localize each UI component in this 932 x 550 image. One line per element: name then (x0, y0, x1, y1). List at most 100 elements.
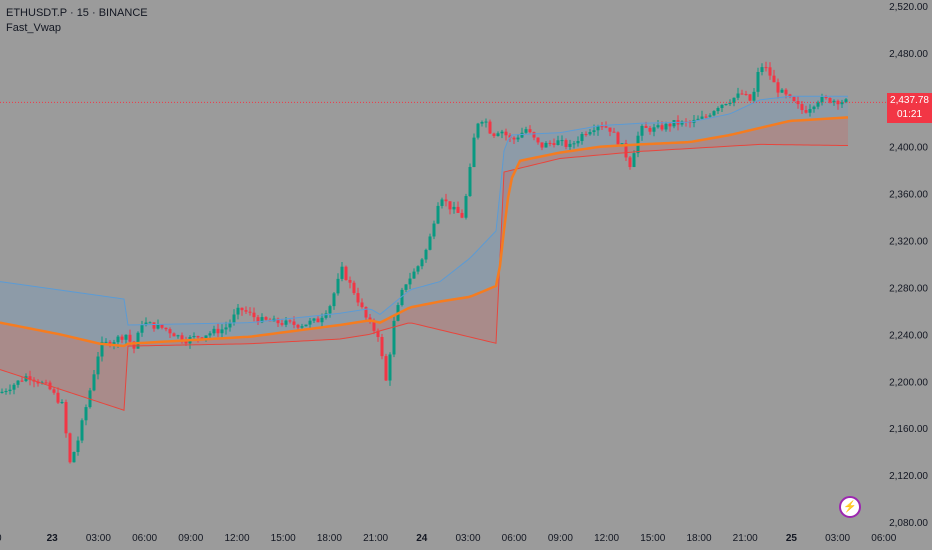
candle (384, 353, 388, 382)
candle (148, 321, 152, 324)
indicator-label[interactable]: Fast_Vwap (6, 22, 62, 34)
candle (576, 136, 580, 147)
candle (140, 320, 144, 337)
y-tick-label: 2,520.00 (889, 2, 928, 13)
candle (8, 384, 12, 395)
candle (20, 376, 24, 382)
candle (740, 89, 744, 95)
candle (640, 124, 644, 141)
candle (356, 287, 360, 307)
candle (840, 99, 844, 109)
candles (0, 61, 848, 464)
x-tick-label: 06:00 (502, 533, 527, 544)
candle (328, 304, 332, 318)
candle (444, 193, 448, 207)
candle (708, 113, 712, 119)
candle (648, 126, 652, 135)
candle (60, 399, 64, 405)
candle (96, 352, 100, 380)
x-tick-label: 09:00 (178, 533, 203, 544)
candle (436, 202, 440, 225)
y-tick-label: 2,080.00 (889, 518, 928, 529)
candle (772, 69, 776, 83)
candle (572, 141, 576, 149)
candle (800, 100, 804, 115)
y-tick-label: 2,400.00 (889, 143, 928, 154)
candle (84, 404, 88, 426)
candle (80, 418, 84, 444)
candle (264, 316, 268, 321)
candle (244, 306, 248, 314)
candle (820, 93, 824, 106)
y-tick-label: 2,240.00 (889, 330, 928, 341)
candle (400, 287, 404, 307)
candle (212, 325, 216, 336)
candle (736, 87, 740, 101)
candle (420, 258, 424, 270)
y-tick-label: 2,200.00 (889, 377, 928, 388)
candle (712, 110, 716, 117)
candle (524, 126, 528, 135)
upper-band-fill (0, 96, 848, 346)
candle (584, 131, 588, 137)
candle (404, 284, 408, 292)
candle (656, 119, 660, 129)
symbol-label[interactable]: ETHUSDT.P · 15 · BINANCE (6, 7, 148, 19)
lightning-icon[interactable]: ⚡ (839, 496, 861, 518)
x-tick-label: 15:00 (271, 533, 296, 544)
candle (216, 323, 220, 338)
candle (596, 124, 600, 136)
candle (680, 120, 684, 127)
candle (168, 327, 172, 338)
candle (612, 127, 616, 133)
candle (488, 119, 492, 134)
candle (12, 383, 16, 395)
candle (380, 333, 384, 360)
x-tick-label: 12:00 (224, 533, 249, 544)
candle (448, 201, 452, 215)
candle (632, 150, 636, 168)
candle (392, 315, 396, 358)
x-tick-label: 00 (0, 533, 2, 544)
candle (92, 369, 96, 392)
candle (528, 125, 532, 134)
candle (516, 133, 520, 142)
candle (616, 131, 620, 146)
x-tick-label: 03:00 (825, 533, 850, 544)
candle (340, 262, 344, 282)
candle (460, 209, 464, 219)
candle (768, 62, 772, 80)
candle (732, 97, 736, 107)
candle (376, 328, 380, 342)
candle (756, 67, 760, 97)
candle (0, 388, 4, 394)
candle (764, 61, 768, 72)
candle (816, 100, 820, 110)
candle (68, 432, 72, 464)
candle (176, 334, 180, 339)
candle (808, 104, 812, 117)
y-tick-label: 2,480.00 (889, 49, 928, 60)
x-tick-label: 15:00 (640, 533, 665, 544)
candle (556, 135, 560, 146)
candle (388, 352, 392, 386)
candle (672, 120, 676, 129)
current-price-value: 2,437.78 (890, 95, 929, 107)
candle (412, 268, 416, 279)
candle (512, 136, 516, 145)
candle (44, 379, 48, 384)
candle (320, 313, 324, 328)
candle (192, 332, 196, 339)
candle (824, 94, 828, 100)
candle (760, 63, 764, 76)
x-tick-label: 06:00 (132, 533, 157, 544)
candle (520, 127, 524, 139)
candle (352, 280, 356, 295)
candle (628, 155, 632, 170)
candle (468, 163, 472, 197)
candle (532, 131, 536, 141)
candle (484, 118, 488, 128)
y-tick-label: 2,280.00 (889, 283, 928, 294)
x-tick-label: 21:00 (363, 533, 388, 544)
